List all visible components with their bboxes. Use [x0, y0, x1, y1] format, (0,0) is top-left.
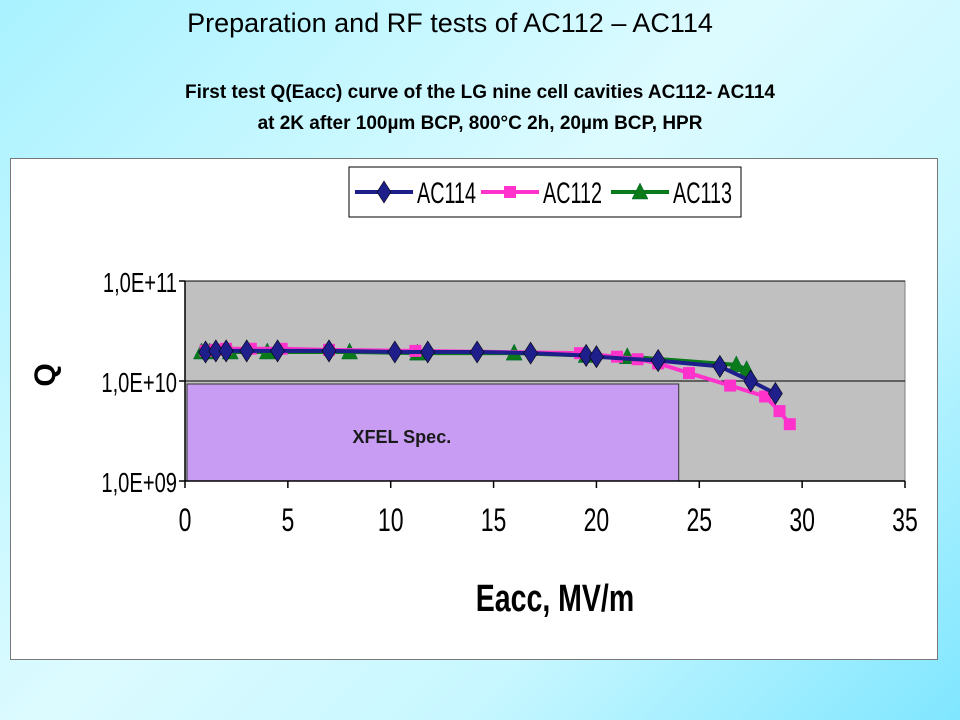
legend: AC114 AC112 AC113	[348, 166, 742, 218]
data-point-ac114	[239, 339, 255, 363]
chart-subtitle-line-1: First test Q(Eacc) curve of the LG nine …	[185, 82, 775, 103]
x-tick-label: 30	[789, 502, 815, 538]
data-point-ac114	[208, 339, 224, 363]
legend-label: AC112	[543, 177, 602, 210]
series-layer	[193, 339, 796, 431]
data-point-ac113	[727, 355, 745, 373]
legend-swatch-marker	[504, 186, 516, 198]
x-axis-label: Eacc, MV/m	[476, 578, 634, 620]
x-tick-label: 5	[281, 502, 294, 538]
q-eacc-chart: XFEL Spec. 1,0E+09 1,0E+10 1,0E+11 0 5 10 15 20…	[29, 166, 918, 620]
chart-subtitle-line-2: at 2K after 100µm BCP, 800°C 2h, 20µm BC…	[257, 113, 703, 134]
slide-title: Preparation and RF tests of AC112 – AC11…	[187, 8, 713, 38]
xfel-spec-label: XFEL Spec.	[353, 427, 452, 447]
data-point-ac114	[218, 339, 234, 363]
data-point-ac114	[578, 343, 594, 368]
data-point-ac114	[270, 339, 285, 363]
xfel-spec-region	[186, 383, 680, 482]
y-tick-label: 1,0E+09	[101, 468, 177, 499]
data-point-ac114	[420, 340, 436, 364]
legend-box	[348, 166, 742, 218]
data-point-ac114	[743, 369, 759, 393]
data-point-ac114	[387, 340, 403, 364]
data-point-ac114	[768, 381, 783, 406]
legend-swatch-marker	[376, 180, 392, 204]
x-tick-label: 35	[892, 502, 918, 538]
data-point-ac112	[783, 418, 796, 431]
data-point-ac114	[650, 349, 666, 373]
x-tick-label: 25	[686, 502, 712, 538]
x-tick-label: 0	[179, 502, 192, 538]
x-tick-label: 10	[378, 502, 404, 538]
data-point-ac112	[773, 405, 786, 418]
data-point-ac114	[712, 354, 728, 378]
legend-label: AC113	[673, 177, 732, 210]
series-ac114	[198, 339, 783, 406]
y-tick-label: 1,0E+10	[101, 368, 177, 399]
data-point-ac112	[724, 379, 737, 392]
x-tick-label: 15	[481, 502, 507, 538]
series-line-ac114	[205, 348, 777, 396]
data-point-ac114	[589, 345, 604, 369]
axes-layer: 1,0E+09 1,0E+10 1,0E+11 0 5 10 15 20 25 30 35	[101, 268, 917, 538]
data-point-ac114	[469, 340, 485, 364]
data-point-ac114	[321, 339, 337, 363]
legend-swatch-marker	[631, 182, 649, 200]
legend-label: AC114	[417, 177, 476, 210]
data-point-ac112	[683, 367, 695, 380]
y-axis-label: Q	[29, 363, 62, 386]
y-tick-label: 1,0E+11	[103, 268, 177, 299]
x-tick-label: 20	[584, 502, 610, 538]
chart-frame: XFEL Spec. 1,0E+09 1,0E+10 1,0E+11 0 5 10 15 20…	[10, 158, 938, 660]
data-point-ac114	[523, 341, 538, 365]
